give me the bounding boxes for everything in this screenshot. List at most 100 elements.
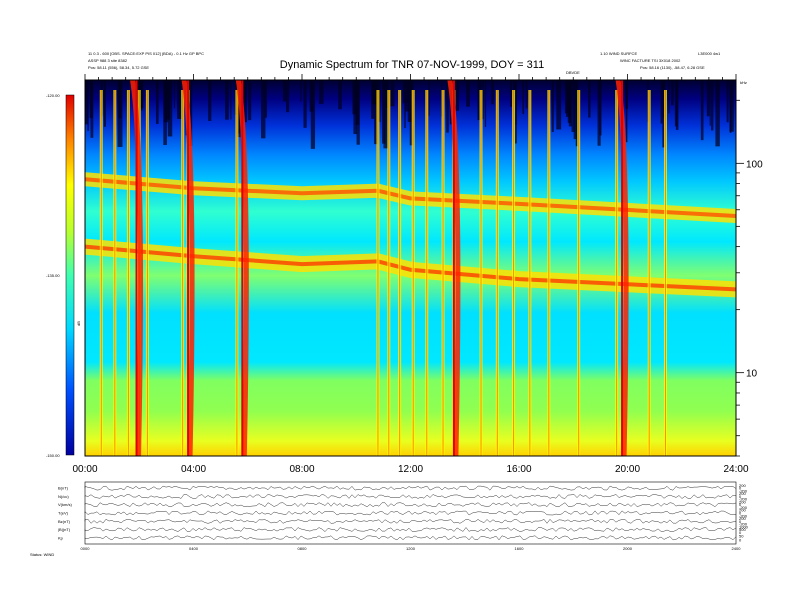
dark-streak <box>660 80 663 124</box>
type-iii-bursts <box>99 80 667 456</box>
dark-streak <box>356 80 360 145</box>
burst-core <box>377 90 379 456</box>
lower-row-right-tick: 1000 <box>739 524 749 529</box>
x-tick-label: 20:00 <box>615 464 640 475</box>
right-axis-label: 100 <box>746 159 763 170</box>
dark-streak <box>248 80 252 121</box>
lower-tick-label: 1600 <box>515 546 525 551</box>
dark-streak <box>668 80 670 114</box>
dark-streak <box>551 80 554 132</box>
lower-row-right-tick: 0 <box>739 494 742 499</box>
dark-streak <box>571 80 575 133</box>
dark-streak <box>573 80 577 140</box>
intense-burst <box>447 80 461 456</box>
header-right-tag: L3E000 4w1 <box>698 51 721 56</box>
dark-streak <box>491 80 494 105</box>
lower-row-right-tick: -200 <box>739 522 748 527</box>
intense-burst-core <box>135 80 138 456</box>
lower-row-label: V(km/s) <box>58 502 72 507</box>
intense-burst-core <box>621 80 624 456</box>
lower-tick-label: 0800 <box>298 546 308 551</box>
dark-streak <box>286 80 290 113</box>
dark-streak <box>282 80 287 102</box>
dark-streak <box>85 80 88 125</box>
dark-streak <box>729 80 732 133</box>
right-axis-unit: kHz <box>740 80 747 85</box>
dark-streak <box>509 80 512 107</box>
dark-streak <box>383 80 388 149</box>
lower-row-right-tick: 200 <box>739 508 746 513</box>
lower-row-label: T(eV) <box>58 511 69 516</box>
dark-streak <box>225 80 229 120</box>
burst-core <box>146 90 148 456</box>
dark-streak <box>455 80 460 111</box>
burst-core <box>442 90 444 456</box>
lower-tick-label: 1200 <box>406 546 416 551</box>
lower-panel-ticks: 0000 0400 0800 1200 1600 2000 2400 <box>81 546 742 551</box>
x-tick-label: 16:00 <box>506 464 531 475</box>
dark-streak <box>390 80 395 107</box>
dark-streak <box>260 80 266 139</box>
lower-row-right-tick: 0 <box>739 511 742 516</box>
dark-streak <box>374 80 378 145</box>
dark-streak <box>318 80 324 104</box>
lower-row-right-tick: 500 <box>739 527 746 532</box>
burst-core <box>426 90 428 456</box>
burst-core <box>399 90 401 456</box>
dark-streak <box>515 80 517 125</box>
dark-streak <box>709 80 711 126</box>
dark-streak <box>165 80 170 120</box>
dark-streak <box>87 80 89 131</box>
dark-streak <box>310 80 316 149</box>
lower-panel-rows: B(nT)2000-200N(/cc)2000-200V(km/s)2000-2… <box>58 483 749 543</box>
burst-core <box>412 90 414 456</box>
dark-streak <box>484 80 487 128</box>
lower-row-right-tick: 200 <box>739 483 746 488</box>
burst-core <box>236 90 238 456</box>
burst-core <box>616 90 618 456</box>
dark-streak <box>90 80 94 138</box>
dark-streak <box>163 80 167 145</box>
lower-row-right-tick: 0 <box>739 486 742 491</box>
intense-burst <box>235 80 249 456</box>
dark-streak <box>556 80 562 130</box>
dark-streak <box>568 80 572 127</box>
dark-streak <box>264 80 268 118</box>
dark-streak <box>522 80 525 115</box>
lower-row-label: |B|(nT) <box>58 527 71 532</box>
dark-streak <box>482 80 484 120</box>
x-tick-labels: 00:00 04:00 08:00 12:00 16:00 20:00 24:00 <box>72 464 748 475</box>
x-tick-label: 08:00 <box>289 464 314 475</box>
dark-streak <box>675 80 679 130</box>
dark-streak <box>597 80 601 146</box>
burst-core <box>548 90 550 456</box>
colorbar-tick-bottom: -150.00 <box>46 453 60 458</box>
dark-streak <box>338 80 342 110</box>
burst-core <box>100 90 102 456</box>
right-axis-label: 10 <box>746 369 758 380</box>
x-tick-label: 12:00 <box>398 464 423 475</box>
dark-streak <box>230 80 232 120</box>
burst-core <box>182 90 184 456</box>
dark-streak <box>575 80 579 147</box>
dark-streak <box>715 80 720 147</box>
dark-streak <box>243 80 247 103</box>
burst-core <box>513 90 515 456</box>
dark-streak <box>405 80 409 112</box>
chart-title: Dynamic Spectrum for TNR 07-NOV-1999, DO… <box>280 59 544 71</box>
dark-streak <box>711 80 714 131</box>
lower-row-right-tick: -200 <box>739 505 748 510</box>
dark-streak <box>409 80 414 146</box>
dark-streak <box>378 80 381 122</box>
intense-burst-core <box>187 80 190 456</box>
header-right-line3: Pos: 58.16 (1130), -58.47, 6.28 GSE <box>640 65 705 70</box>
burst-core <box>114 90 116 456</box>
lower-row-label: N(/cc) <box>58 494 69 499</box>
intense-burst <box>130 80 144 456</box>
lower-row-right-tick: -200 <box>739 513 748 518</box>
lower-panel-footer: Status: WIND <box>30 552 54 557</box>
dark-streak <box>303 80 307 128</box>
dark-streak <box>155 80 159 124</box>
dark-streak <box>625 80 628 109</box>
lower-tick-label: 0000 <box>81 546 91 551</box>
